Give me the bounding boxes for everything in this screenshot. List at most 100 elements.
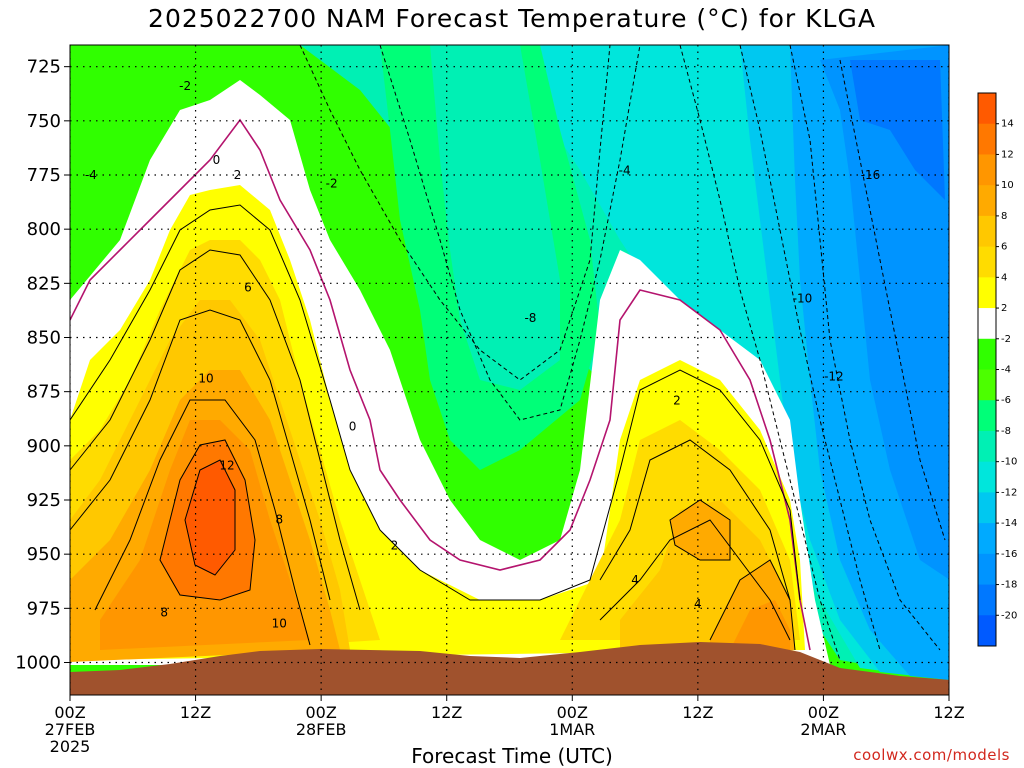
colorbar-swatch — [978, 338, 996, 370]
colorbar-tick-label: -8 — [1001, 426, 1011, 437]
colorbar-tick-label: -12 — [1001, 487, 1017, 498]
x-tick-label: 00Z — [808, 703, 839, 722]
y-tick-label: 950 — [27, 544, 61, 565]
isotherm — [70, 204, 801, 601]
x-tick-label: 00Z — [557, 703, 588, 722]
colorbar-tick-label: -18 — [1001, 580, 1017, 591]
colorbar-tick-label: 2 — [1001, 303, 1007, 314]
y-axis-ticks: 725 750 775 800 825 850 875 900 925 950 975 1000 — [15, 57, 70, 674]
x-tick-label: 28FEB — [296, 720, 347, 739]
isotherm — [709, 559, 796, 651]
x-tick-label: 2MAR — [800, 720, 846, 739]
colorbar-swatch — [978, 369, 996, 401]
y-tick-label: 725 — [27, 57, 61, 78]
x-tick-label: 1MAR — [549, 720, 595, 739]
y-tick-label: 850 — [27, 328, 61, 349]
y-tick-label: 750 — [27, 111, 61, 132]
isotherm — [789, 45, 941, 651]
contour-label: 10 — [272, 617, 287, 631]
contour-label: 0 — [349, 419, 357, 433]
contour-label: -4 — [85, 168, 97, 182]
terrain — [70, 642, 949, 695]
contour-label: -2 — [179, 79, 191, 93]
isotherm — [679, 45, 841, 661]
contour-label: -2 — [326, 177, 338, 191]
isotherm — [159, 439, 256, 601]
y-tick-label: 925 — [27, 490, 61, 511]
y-tick-label: 875 — [27, 382, 61, 403]
contour-label: -8 — [524, 311, 536, 325]
colorbar-tick-label: -10 — [1001, 457, 1017, 468]
colorbar-swatch — [978, 584, 996, 616]
x-tick-label: 12Z — [431, 703, 462, 722]
contour-label: 4 — [694, 597, 702, 611]
x-tick-label: 00Z — [54, 703, 85, 722]
isotherm-zero — [70, 118, 811, 651]
colorbar-swatch — [978, 400, 996, 432]
isotherm — [599, 439, 791, 601]
credit-text: coolwx.com/models — [853, 746, 1010, 764]
colorbar-swatch — [978, 492, 996, 524]
colorbar-tick-label: 8 — [1001, 211, 1007, 222]
colorbar-tick-label: 4 — [1001, 272, 1007, 283]
colorbar-swatch — [978, 154, 996, 186]
colorbar-swatch — [978, 246, 996, 278]
colorbar-swatch — [978, 308, 996, 340]
colorbar-swatch — [978, 553, 996, 586]
isotherm — [94, 399, 311, 646]
colorbar-swatch — [978, 123, 996, 155]
contour-label: 6 — [244, 281, 252, 295]
contour-label: -10 — [793, 292, 813, 306]
contour-label: -12 — [824, 370, 844, 384]
colorbar-swatch — [978, 215, 996, 248]
colorbar-swatch — [978, 430, 996, 463]
y-tick-label: 1000 — [15, 653, 61, 674]
isotherm-contours — [70, 45, 946, 661]
colorbar-swatch — [978, 93, 996, 125]
isotherm — [599, 519, 791, 641]
isotherm — [70, 249, 361, 611]
isotherm — [739, 45, 881, 651]
contour-label: 10 — [198, 372, 213, 386]
chart-title: 2025022700 NAM Forecast Temperature (°C)… — [148, 4, 876, 33]
isotherm — [70, 309, 331, 601]
colorbar-swatch — [978, 185, 996, 217]
contour-label: 0 — [213, 153, 221, 167]
colorbar-swatch — [978, 461, 996, 493]
x-tick-label: 27FEB — [45, 720, 96, 739]
x-tick-label: 12Z — [933, 703, 964, 722]
colorbar-tick-label: 12 — [1001, 149, 1014, 160]
colorbar-swatch — [978, 615, 996, 647]
temperature-fill-layer — [70, 45, 949, 695]
contour-label: -16 — [861, 168, 881, 182]
isotherm — [669, 499, 731, 561]
x-tick-label: 12Z — [180, 703, 211, 722]
colorbar-tick-label: -2 — [1001, 334, 1011, 345]
contour-label: 2 — [391, 539, 399, 553]
colorbar-tick-label: 10 — [1001, 180, 1014, 191]
y-tick-label: 900 — [27, 436, 61, 457]
contour-label: 8 — [275, 513, 283, 527]
grid — [70, 45, 949, 695]
colorbar-tick-label: -16 — [1001, 549, 1017, 560]
x-tick-label: 2025 — [50, 737, 91, 756]
x-tick-label: 00Z — [305, 703, 336, 722]
colorbar-tick-label: -4 — [1001, 365, 1011, 376]
contour-label: 2 — [234, 168, 242, 182]
colorbar-tick-label: -14 — [1001, 518, 1017, 529]
contour-label: 2 — [673, 393, 681, 407]
colorbar-tick-label: 14 — [1001, 119, 1014, 130]
colorbar-tick-label: -6 — [1001, 395, 1011, 406]
y-tick-label: 775 — [27, 165, 61, 186]
colorbar-tick-label: 6 — [1001, 242, 1007, 253]
y-tick-label: 975 — [27, 598, 61, 619]
contour-label: 8 — [160, 606, 168, 620]
y-tick-label: 800 — [27, 219, 61, 240]
contour-label: 4 — [631, 573, 639, 587]
contour-label: 12 — [219, 458, 234, 472]
isotherm — [184, 459, 236, 576]
isotherm — [379, 45, 641, 421]
